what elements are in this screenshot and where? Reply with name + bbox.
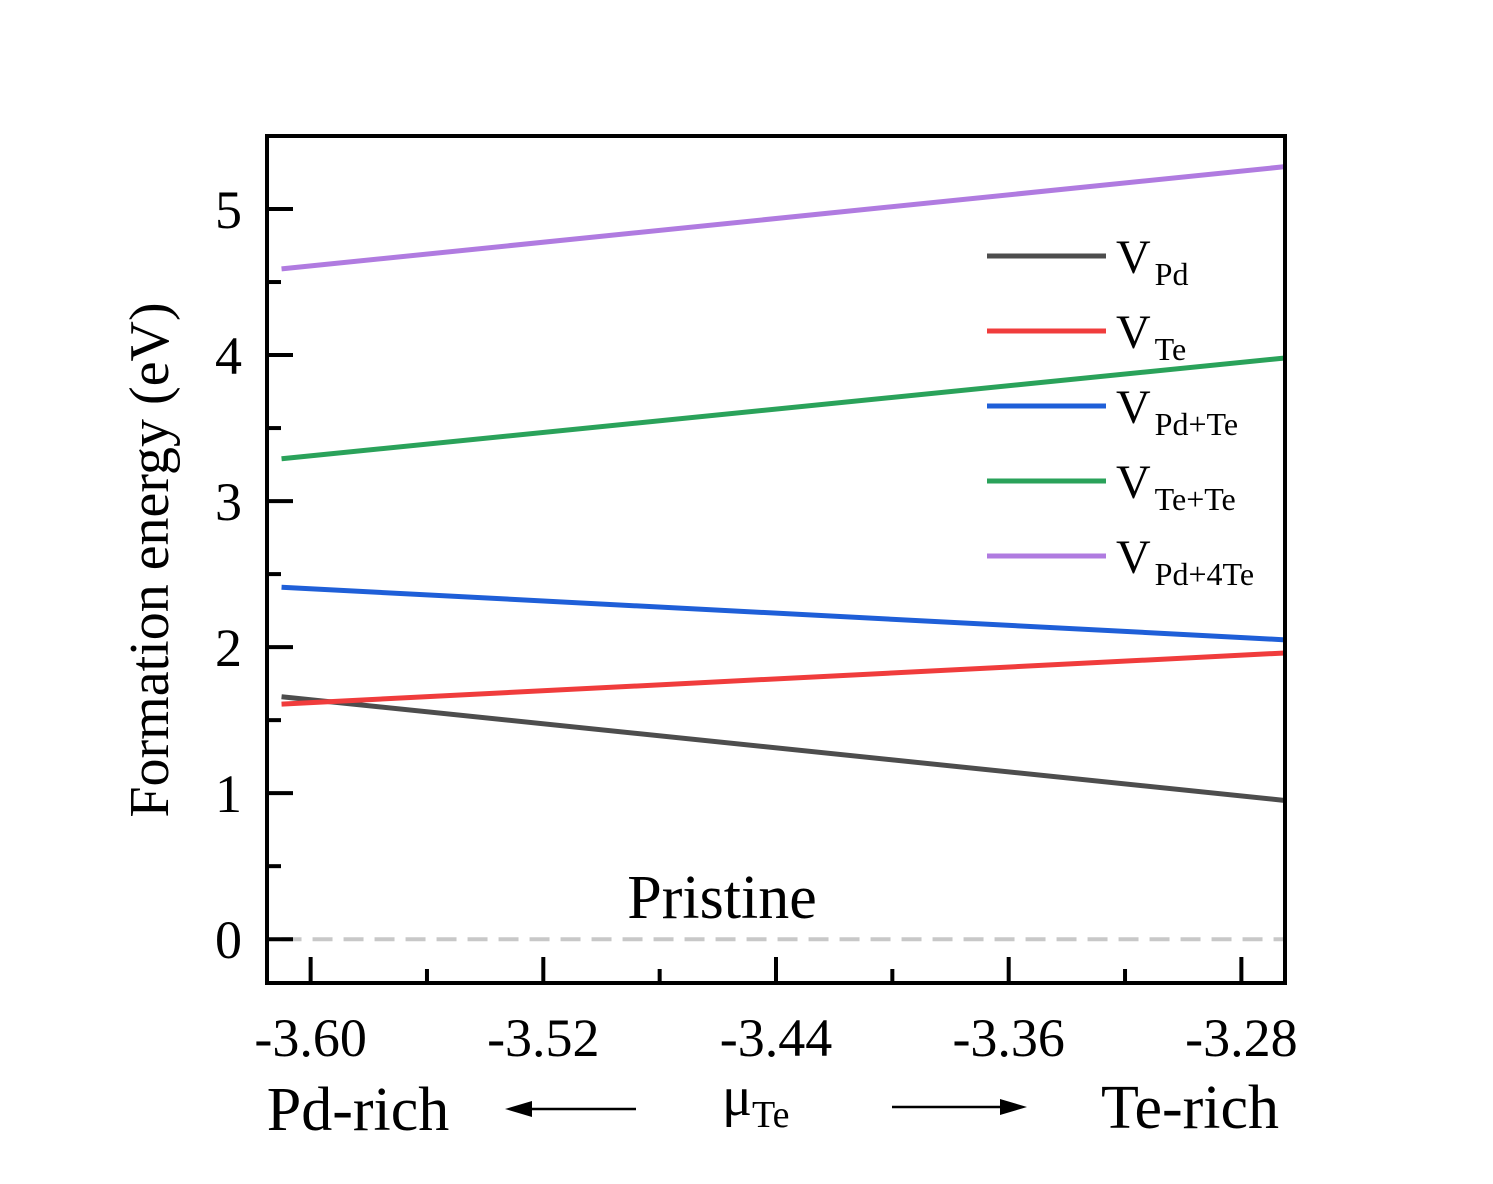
legend-label-main: V bbox=[1116, 456, 1151, 509]
y-axis-title: Formation energy (eV) bbox=[119, 302, 181, 817]
legend-label-te-te: V Te+Te bbox=[1116, 456, 1236, 517]
y-tick-label: 1 bbox=[215, 764, 242, 824]
series-line-pd bbox=[281, 694, 1286, 803]
legend-label-main: V bbox=[1116, 306, 1151, 359]
legend-label-sub: Te bbox=[1155, 331, 1187, 367]
legend-label-pd: V Pd bbox=[1116, 231, 1188, 292]
x-axis-title: μTe bbox=[722, 1066, 789, 1136]
legend-label-pd-te: V Pd+Te bbox=[1116, 381, 1238, 442]
x-tick-label: -3.36 bbox=[952, 1008, 1064, 1068]
series-line-pd-4te bbox=[281, 164, 1286, 272]
legend-label-sub: Pd+4Te bbox=[1155, 556, 1254, 592]
x-tick-label: -3.28 bbox=[1185, 1008, 1297, 1068]
legend-label-sub: Pd bbox=[1155, 256, 1189, 292]
y-tick-label: 5 bbox=[215, 180, 242, 240]
reference-line-label: Pristine bbox=[627, 864, 816, 932]
legend-label-te: V Te bbox=[1116, 306, 1186, 367]
left-annotation: Pd-rich bbox=[267, 1076, 450, 1144]
series-line-pd-te bbox=[281, 584, 1286, 643]
left-arrow bbox=[505, 1101, 636, 1117]
x-tick-label: -3.44 bbox=[720, 1008, 832, 1068]
plot-lines bbox=[281, 164, 1286, 942]
series-line-te-te bbox=[281, 355, 1286, 462]
legend-label-main: V bbox=[1116, 531, 1151, 584]
y-tick-label: 3 bbox=[215, 472, 242, 532]
series-line-te bbox=[281, 650, 1286, 707]
y-tick-label: 0 bbox=[215, 910, 242, 970]
y-tick-label: 2 bbox=[215, 618, 242, 678]
legend-label-main: V bbox=[1116, 231, 1151, 284]
legend: V PdV TeV Pd+TeV Te+TeV Pd+4Te bbox=[987, 231, 1254, 592]
x-tick-label: -3.52 bbox=[487, 1008, 599, 1068]
legend-label-main: V bbox=[1116, 381, 1151, 434]
x-axis-symbol: μ bbox=[722, 1066, 752, 1128]
axis-ticks bbox=[267, 207, 1244, 983]
x-tick-label: -3.60 bbox=[254, 1008, 366, 1068]
axis-tick-labels: -3.60 -3.52 -3.44 -3.36 -3.28 0 1 2 3 4 5 bbox=[215, 180, 1298, 1068]
right-arrow bbox=[892, 1099, 1027, 1115]
legend-label-sub: Pd+Te bbox=[1155, 406, 1238, 442]
legend-label-pd-4te: V Pd+4Te bbox=[1116, 531, 1254, 592]
y-tick-label: 4 bbox=[215, 326, 242, 386]
x-axis-subscript: Te bbox=[752, 1094, 789, 1136]
right-annotation: Te-rich bbox=[1101, 1074, 1279, 1142]
legend-label-sub: Te+Te bbox=[1155, 481, 1236, 517]
